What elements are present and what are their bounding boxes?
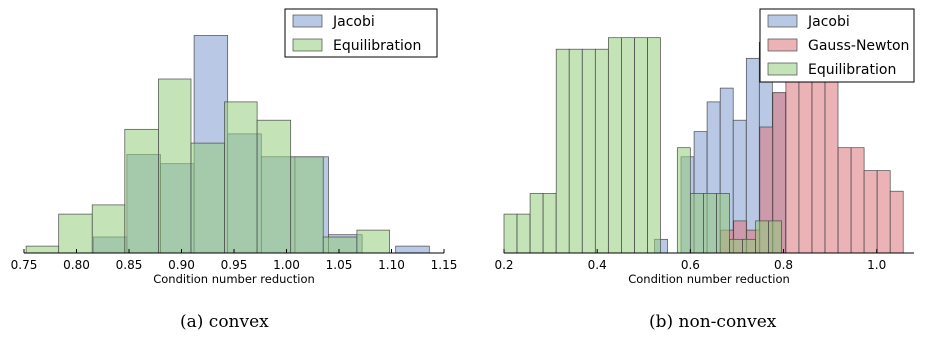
x-axis-label: Condition number reduction	[153, 272, 315, 286]
legend-label-equilibration: Equilibration	[333, 38, 421, 54]
hist-bar-gauss-newton-7	[811, 57, 826, 254]
x-tick-label: 0.90	[168, 258, 195, 272]
panel-convex: 0.75 0.80 0.85 0.90 0.95 1.00 1.05 1.10 1.15 Cond…	[11, 8, 458, 286]
legend-label-equilibration: Equilibration	[808, 62, 896, 78]
hist-bar-equilibration-4	[555, 48, 570, 254]
legend-swatch-equilibration	[292, 38, 323, 52]
hist-bar-equilibration-3	[124, 128, 159, 254]
legend-swatch-jacobi	[292, 14, 323, 28]
hist-bar-equilibration-2	[91, 204, 126, 254]
hist-bar-equilibration-8	[290, 156, 324, 254]
x-tick-label: 0.95	[221, 258, 248, 272]
legend-swatch-jacobi	[767, 14, 798, 28]
hist-bar-equilibration-15	[716, 193, 730, 254]
hist-bar-equilibration-3	[542, 193, 557, 254]
hist-bar-gauss-newton-12	[876, 170, 891, 254]
hist-bar-equilibration-16	[729, 238, 743, 254]
legend-label-jacobi: Jacobi	[807, 14, 850, 30]
hist-bar-equilibration-2	[529, 193, 544, 254]
hist-bar-jacobi-8	[395, 245, 430, 254]
hist-bar-equilibration-19	[768, 220, 782, 254]
hist-bar-equilibration-5	[190, 142, 225, 254]
hist-bar-gauss-newton-8	[824, 64, 839, 254]
legend-swatch-gauss-newton	[767, 38, 798, 52]
hist-bar-gauss-newton-10	[850, 147, 865, 254]
x-tick-label: 0.6	[681, 258, 700, 272]
hist-bar-equilibration-7	[256, 119, 292, 254]
hist-bar-equilibration-1	[516, 213, 531, 254]
hist-bar-equilibration-8	[608, 37, 622, 254]
hist-bar-gauss-newton-11	[863, 170, 878, 254]
legend: Jacobi Gauss-Newton Equilibration	[759, 8, 915, 83]
hist-bar-equilibration-18	[755, 220, 769, 254]
x-tick-label: 0.4	[588, 258, 607, 272]
x-tick-label: 0.80	[63, 258, 90, 272]
x-tick-label: 1.10	[378, 258, 405, 272]
hist-bar-equilibration-6	[581, 48, 596, 254]
hist-bar-equilibration-14	[703, 193, 717, 254]
x-tick-label: 1.15	[431, 258, 458, 272]
x-tick-label: 1.05	[326, 258, 353, 272]
hist-bar-equilibration-0	[503, 213, 518, 254]
hist-bar-equilibration-9	[621, 37, 635, 254]
legend: Jacobi Equilibration	[284, 8, 438, 58]
hist-bar-equilibration-7	[594, 48, 609, 254]
hist-bar-gauss-newton-13	[889, 190, 904, 254]
hist-bar-equilibration-1	[58, 213, 93, 254]
legend-label-gauss-newton: Gauss-Newton	[808, 38, 909, 54]
x-tick-label: 0.85	[116, 258, 143, 272]
hist-bar-gauss-newton-9	[837, 147, 852, 254]
hist-bar-equilibration-11	[647, 37, 661, 254]
hist-bar-equilibration-6	[224, 101, 258, 254]
x-axis-label: Condition number reduction	[628, 272, 790, 286]
x-tick-label: 0.8	[774, 258, 793, 272]
hist-bar-equilibration-10	[634, 37, 648, 254]
hist-bar-gauss-newton-6	[798, 57, 813, 254]
hist-bar-equilibration-12	[676, 147, 691, 254]
legend-label-jacobi: Jacobi	[332, 14, 375, 30]
hist-bar-equilibration-10	[356, 229, 390, 254]
caption-convex: (a) convex	[180, 312, 269, 332]
hist-bar-equilibration-4	[158, 78, 192, 254]
x-tick-label: 1.0	[867, 258, 886, 272]
x-tick-label: 0.2	[494, 258, 513, 272]
hist-bar-equilibration-9	[322, 236, 358, 254]
x-tick-label: 0.75	[11, 258, 38, 272]
hist-bar-equilibration-17	[742, 238, 756, 254]
x-tick-label: 1.00	[273, 258, 300, 272]
hist-bar-equilibration-0	[25, 245, 60, 254]
hist-bar-equilibration-5	[568, 48, 583, 254]
caption-nonconvex: (b) non-convex	[649, 312, 777, 332]
panel-nonconvex: 0.2 0.4 0.6 0.8 1.0 Condition number reductio…	[494, 8, 915, 286]
legend-swatch-equilibration	[767, 62, 798, 76]
hist-bar-equilibration-13	[690, 193, 704, 254]
